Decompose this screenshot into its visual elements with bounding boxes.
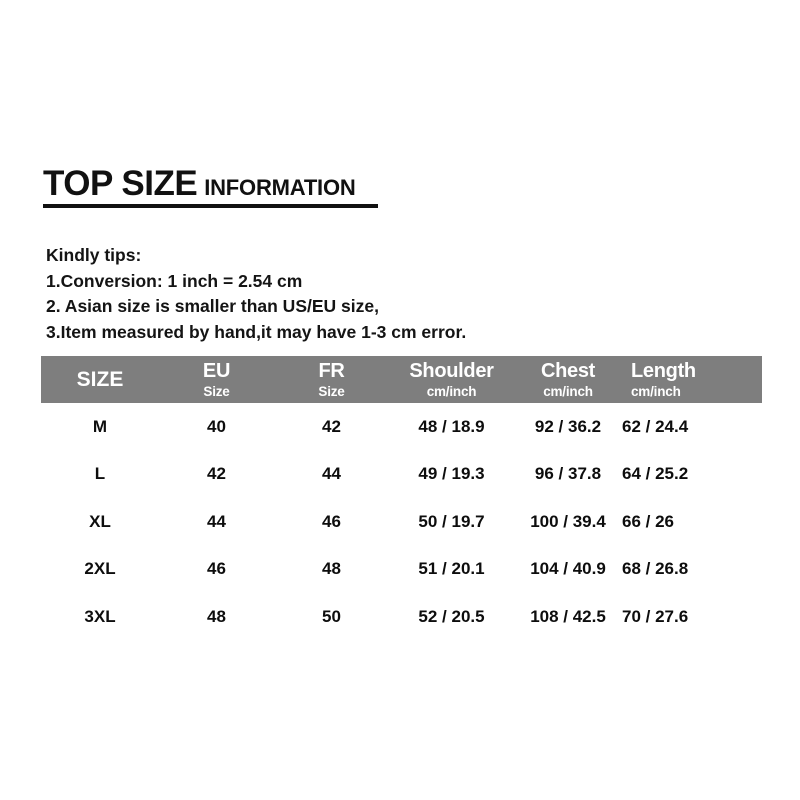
tip-line-2: 2. Asian size is smaller than US/EU size…: [46, 296, 379, 316]
tips-heading: Kindly tips:: [46, 245, 142, 265]
table-row: L 42 44 49 / 19.3 96 / 37.8 64 / 25.2: [41, 450, 762, 498]
cell-eu: 42: [159, 450, 274, 498]
cell-fr: 42: [274, 403, 389, 451]
cell-eu: 48: [159, 593, 274, 641]
tip-line-1: 1.Conversion: 1 inch = 2.54 cm: [46, 270, 303, 291]
size-table-head: SIZE EU Size FR Size: [41, 356, 762, 403]
cell-size: 3XL: [41, 593, 159, 641]
column-header-shoulder-label: Shoulder: [409, 359, 494, 382]
cell-fr: 46: [274, 498, 389, 546]
column-header-size-label: SIZE: [76, 368, 124, 391]
column-header-eu-unit: Size: [203, 383, 230, 399]
title-sub-text: INFORMATION: [204, 175, 356, 200]
cell-fr: 44: [274, 450, 389, 498]
column-header-chest: Chest cm/inch: [514, 356, 622, 403]
column-header-size: SIZE: [41, 356, 159, 403]
column-header-chest-label: Chest: [540, 359, 596, 382]
page-title: TOP SIZE INFORMATION: [43, 166, 443, 208]
size-table-body: M 40 42 48 / 18.9 92 / 36.2 62 / 24.4 L …: [41, 403, 762, 641]
table-row: XL 44 46 50 / 19.7 100 / 39.4 66 / 26: [41, 498, 762, 546]
column-header-fr: FR Size: [274, 356, 389, 403]
cell-size: XL: [41, 498, 159, 546]
cell-length: 70 / 27.6: [622, 593, 762, 641]
title-line: TOP SIZE INFORMATION: [43, 166, 443, 201]
cell-chest: 92 / 36.2: [514, 403, 622, 451]
column-header-shoulder-unit: cm/inch: [426, 383, 477, 399]
table-row: 3XL 48 50 52 / 20.5 108 / 42.5 70 / 27.6: [41, 593, 762, 641]
cell-chest: 96 / 37.8: [514, 450, 622, 498]
cell-shoulder: 49 / 19.3: [389, 450, 514, 498]
tip-line-3: 3.Item measured by hand,it may have 1-3 …: [46, 321, 467, 342]
title-main-text: TOP SIZE: [43, 164, 198, 203]
cell-size: M: [41, 403, 159, 451]
cell-chest: 108 / 42.5: [514, 593, 622, 641]
cell-shoulder: 51 / 20.1: [389, 545, 514, 593]
cell-length: 66 / 26: [622, 498, 762, 546]
column-header-eu: EU Size: [159, 356, 274, 403]
column-header-chest-unit: cm/inch: [543, 383, 593, 399]
cell-shoulder: 48 / 18.9: [389, 403, 514, 451]
kindly-tips-block: Kindly tips: 1.Conversion: 1 inch = 2.54…: [46, 243, 566, 345]
column-header-fr-label: FR: [318, 359, 345, 382]
table-row: 2XL 46 48 51 / 20.1 104 / 40.9 68 / 26.8: [41, 545, 762, 593]
cell-fr: 48: [274, 545, 389, 593]
cell-length: 68 / 26.8: [622, 545, 762, 593]
cell-eu: 44: [159, 498, 274, 546]
column-header-length: Length cm/inch: [622, 356, 762, 403]
cell-shoulder: 52 / 20.5: [389, 593, 514, 641]
table-row: M 40 42 48 / 18.9 92 / 36.2 62 / 24.4: [41, 403, 762, 451]
column-header-eu-label: EU: [202, 359, 231, 382]
title-underline: [43, 204, 378, 208]
cell-length: 62 / 24.4: [622, 403, 762, 451]
column-header-length-unit: cm/inch: [631, 383, 681, 399]
cell-shoulder: 50 / 19.7: [389, 498, 514, 546]
cell-fr: 50: [274, 593, 389, 641]
table-header-row: SIZE EU Size FR Size: [41, 356, 762, 403]
column-header-length-label: Length: [631, 359, 696, 382]
cell-size: L: [41, 450, 159, 498]
cell-size: 2XL: [41, 545, 159, 593]
size-table: SIZE EU Size FR Size: [41, 356, 762, 641]
column-header-fr-unit: Size: [318, 383, 345, 399]
cell-length: 64 / 25.2: [622, 450, 762, 498]
cell-chest: 104 / 40.9: [514, 545, 622, 593]
cell-chest: 100 / 39.4: [514, 498, 622, 546]
column-header-shoulder: Shoulder cm/inch: [389, 356, 514, 403]
cell-eu: 40: [159, 403, 274, 451]
cell-eu: 46: [159, 545, 274, 593]
